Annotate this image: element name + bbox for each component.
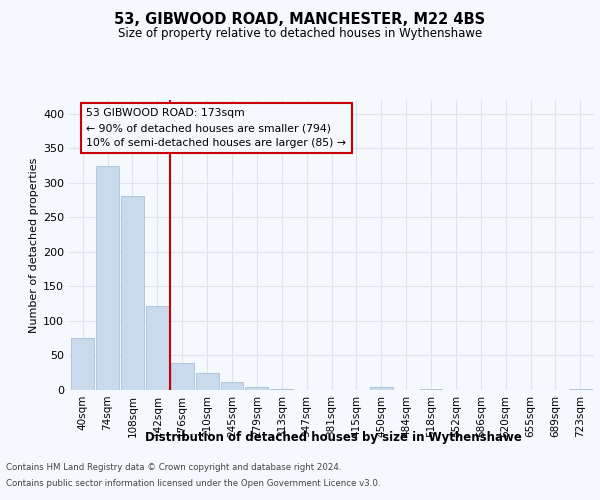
Bar	[196, 374, 218, 390]
Bar	[146, 306, 169, 390]
Bar	[171, 363, 194, 390]
Bar	[419, 388, 442, 390]
Text: Contains public sector information licensed under the Open Government Licence v3: Contains public sector information licen…	[6, 478, 380, 488]
Bar	[221, 382, 244, 390]
Text: Contains HM Land Registry data © Crown copyright and database right 2024.: Contains HM Land Registry data © Crown c…	[6, 464, 341, 472]
Bar	[96, 166, 119, 390]
Bar	[121, 196, 144, 390]
Text: 53 GIBWOOD ROAD: 173sqm
← 90% of detached houses are smaller (794)
10% of semi-d: 53 GIBWOOD ROAD: 173sqm ← 90% of detache…	[86, 108, 346, 148]
Bar	[569, 388, 592, 390]
Text: 53, GIBWOOD ROAD, MANCHESTER, M22 4BS: 53, GIBWOOD ROAD, MANCHESTER, M22 4BS	[115, 12, 485, 28]
Bar	[245, 387, 268, 390]
Bar	[270, 388, 293, 390]
Y-axis label: Number of detached properties: Number of detached properties	[29, 158, 39, 332]
Bar	[71, 338, 94, 390]
Text: Size of property relative to detached houses in Wythenshawe: Size of property relative to detached ho…	[118, 28, 482, 40]
Bar	[370, 386, 393, 390]
Text: Distribution of detached houses by size in Wythenshawe: Distribution of detached houses by size …	[145, 431, 521, 444]
